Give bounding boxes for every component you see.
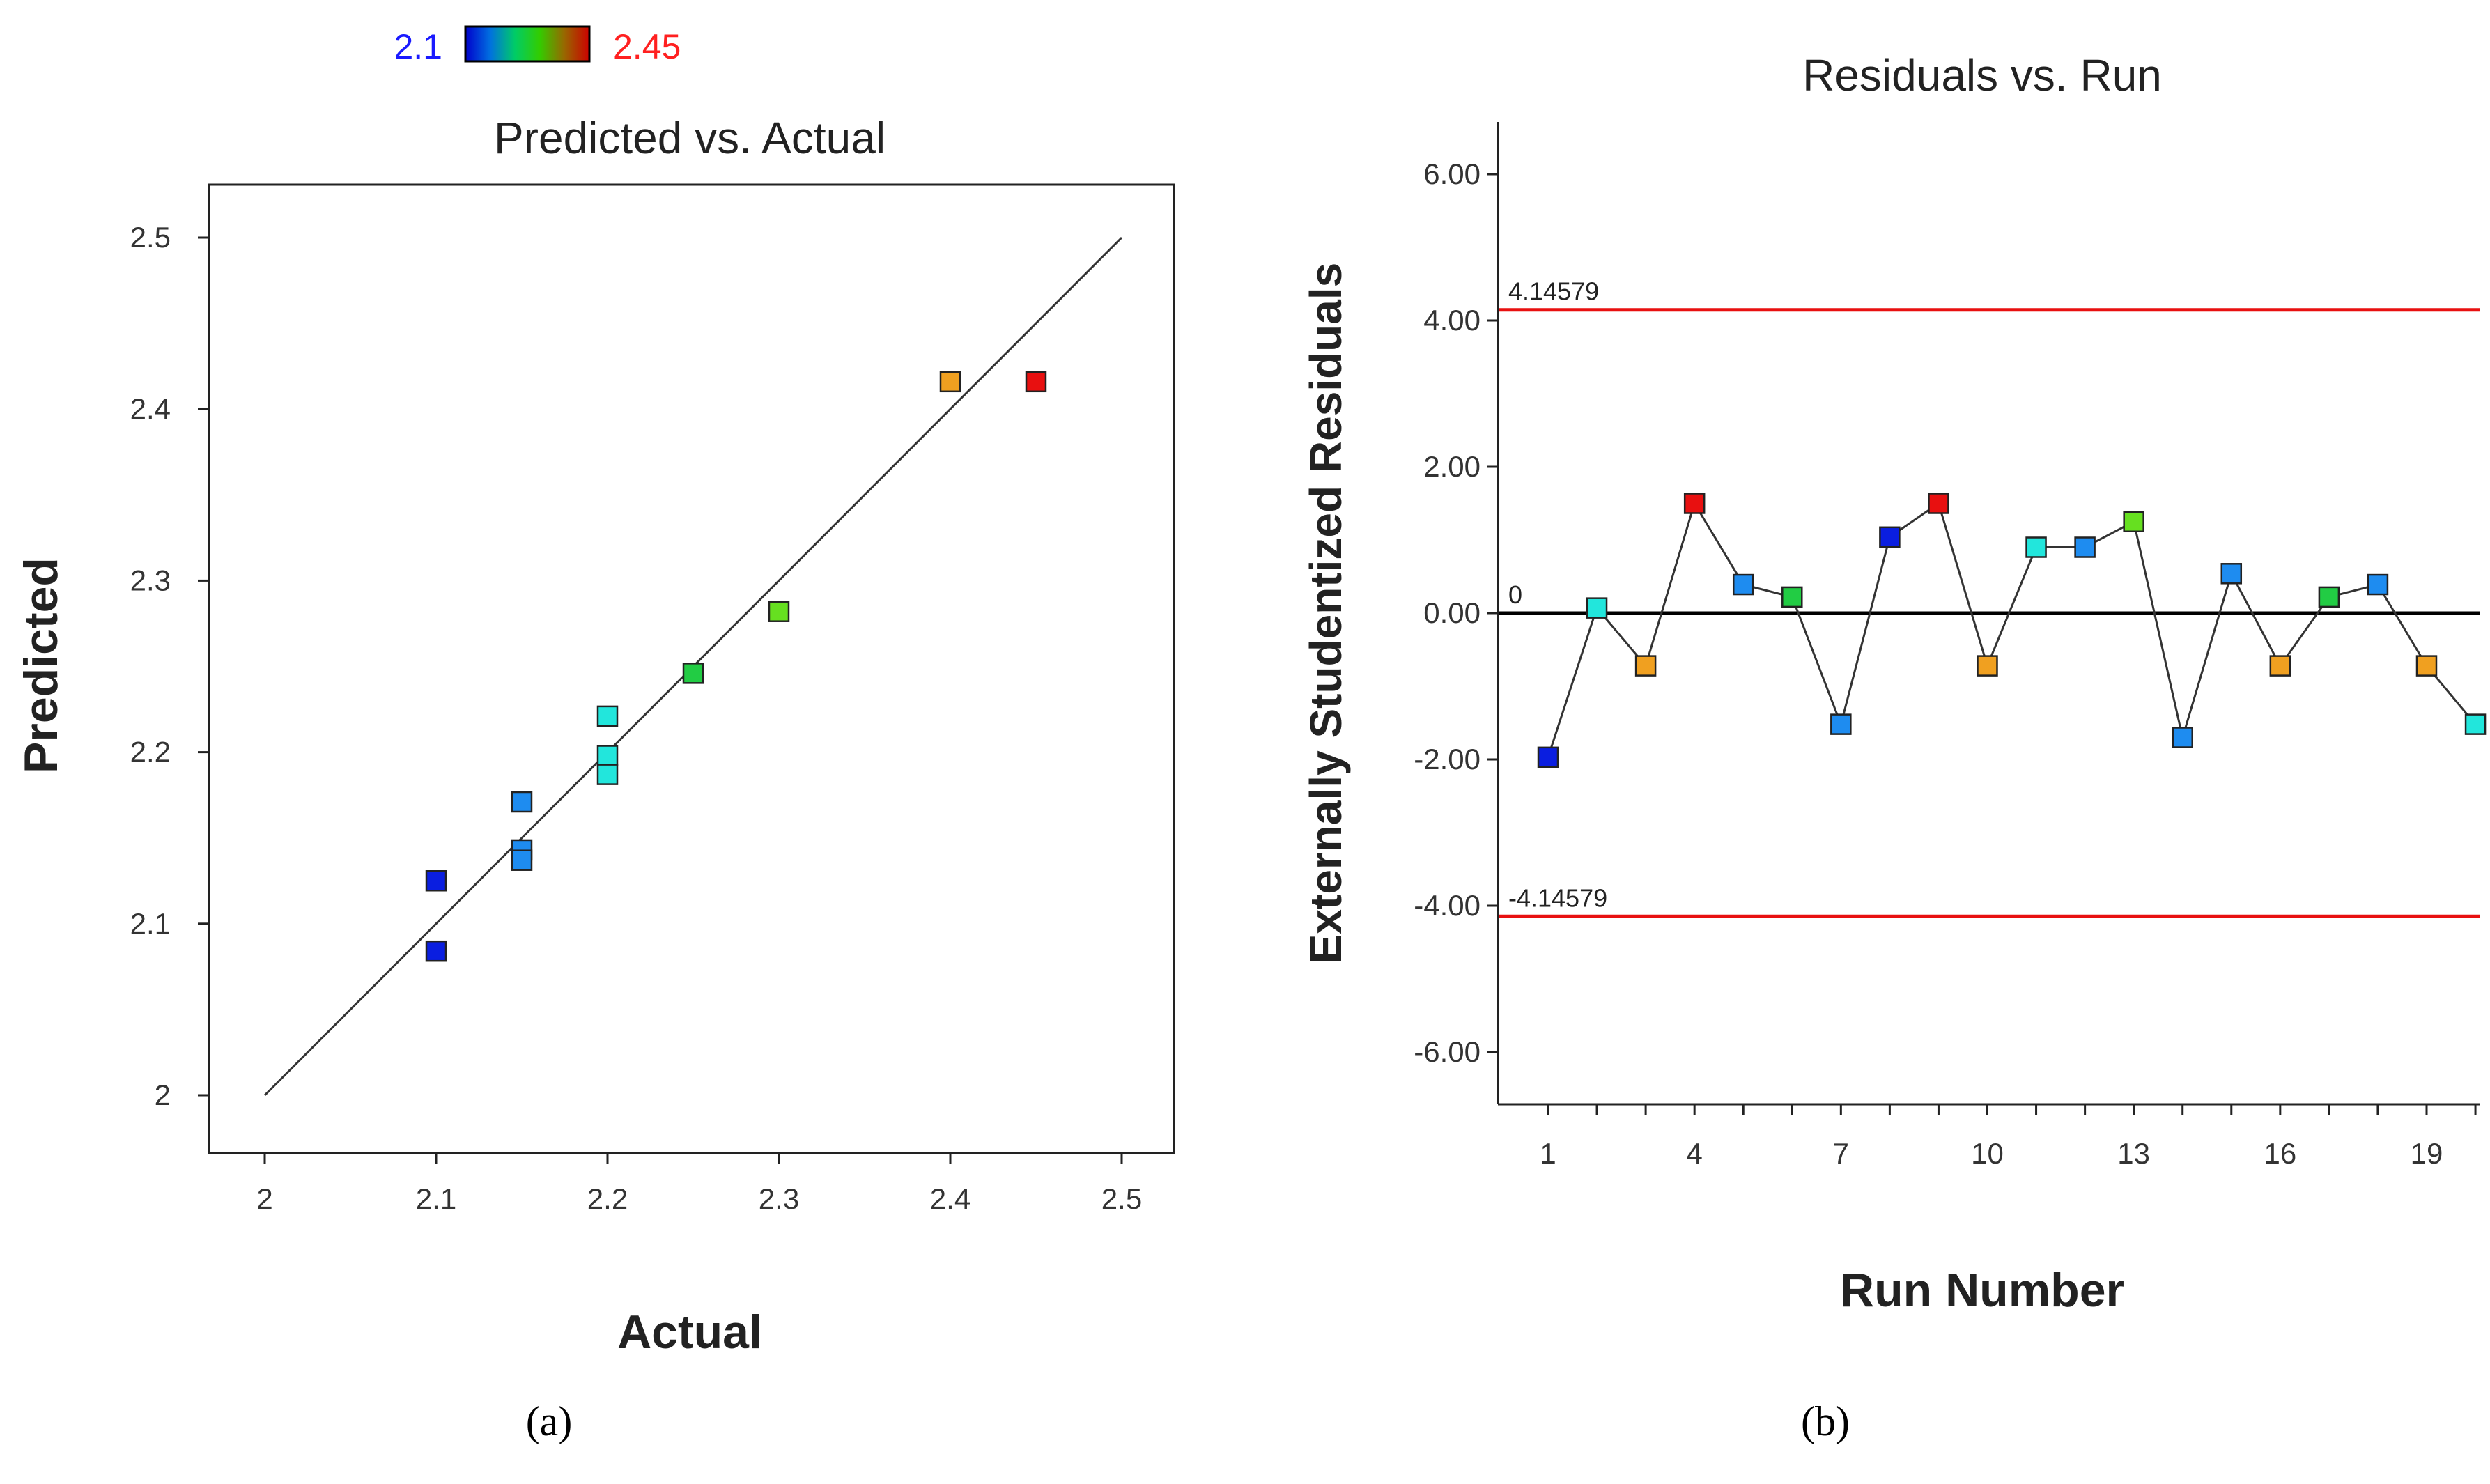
chart-b-data-point <box>1586 597 1608 619</box>
chart-a-data-point <box>682 663 704 684</box>
chart-a-xtick-label: 2.3 <box>759 1182 799 1215</box>
chart-b-data-point <box>1537 746 1559 768</box>
chart-b-data-point <box>2269 655 2291 677</box>
chart-b-data-point <box>2025 536 2047 558</box>
chart-a-data-point <box>768 601 790 622</box>
chart-a-points <box>425 371 1047 962</box>
chart-b-ylabel: Externally Studentized Residuals <box>1301 263 1351 964</box>
chart-a-xtick-label: 2.1 <box>416 1182 456 1215</box>
chart-a-data-point <box>939 371 961 393</box>
chart-b-ytick-label: 4.00 <box>1423 304 1480 337</box>
chart-b-series-line <box>1547 500 2477 758</box>
chart-b-xtick-label: 1 <box>1540 1137 1556 1170</box>
colorbar-legend: 2.1 2.45 <box>394 25 681 66</box>
chart-b-ytick-label: -6.00 <box>1414 1035 1480 1068</box>
chart-a-data-point <box>425 870 447 892</box>
chart-a-data-point <box>425 940 447 962</box>
chart-b-limit-label: 0 <box>1508 580 1522 609</box>
chart-b-points <box>1537 493 2487 768</box>
chart-a-data-point <box>596 745 619 766</box>
chart-a-plot-frame <box>208 183 1175 1154</box>
chart-b-data-point <box>2074 536 2096 558</box>
chart-b-x-axis: 1 4 7 10 13 16 19 <box>1540 1104 2477 1170</box>
chart-b-data-point <box>1634 655 1657 677</box>
chart-b-title: Residuals vs. Run <box>1802 50 2162 100</box>
chart-b-data-point <box>2415 655 2438 677</box>
chart-a-ytick-label: 2.1 <box>130 907 171 940</box>
chart-a-ytick-label: 2.4 <box>130 392 171 425</box>
chart-residuals-vs-run: Residuals vs. Run 4.14579 0 -4.14579 6.00 4… <box>1301 50 2487 1444</box>
chart-a-xtick-label: 2.4 <box>930 1182 971 1215</box>
chart-a-data-point <box>511 849 533 871</box>
chart-b-limit-label: -4.14579 <box>1508 883 1607 912</box>
colorbar-max-label: 2.45 <box>613 27 681 66</box>
chart-b-ytick-label: -4.00 <box>1414 889 1480 922</box>
chart-b-ytick-label: -2.00 <box>1414 743 1480 775</box>
chart-b-data-point <box>2123 511 2144 532</box>
chart-b-xtick-label: 19 <box>2411 1137 2443 1170</box>
chart-b-data-point <box>1830 713 1852 735</box>
chart-b-limit-label: 4.14579 <box>1508 277 1599 306</box>
chart-a-panel-label: (a) <box>526 1398 573 1444</box>
chart-b-xtick-label: 4 <box>1686 1137 1702 1170</box>
chart-a-ylabel: Predicted <box>15 557 68 773</box>
chart-b-ytick-label: 6.00 <box>1423 157 1480 190</box>
chart-a-data-point <box>596 764 619 785</box>
chart-a-xtick-label: 2.2 <box>587 1182 628 1215</box>
chart-b-xlabel: Run Number <box>1840 1264 2124 1317</box>
chart-a-data-point <box>596 705 619 727</box>
chart-b-data-point <box>2220 563 2243 585</box>
chart-b-data-point <box>1732 573 1754 596</box>
chart-a-y-axis: 2 2.1 2.2 2.3 2.4 2.5 <box>130 221 209 1111</box>
chart-a-x-axis: 2 2.1 2.2 2.3 2.4 2.5 <box>256 1153 1142 1215</box>
chart-a-xtick-label: 2.5 <box>1101 1182 1142 1215</box>
chart-a-data-point <box>511 791 533 813</box>
chart-a-data-point <box>1025 371 1047 393</box>
chart-b-data-point <box>2172 727 2193 748</box>
chart-b-xtick-label: 13 <box>2117 1137 2150 1170</box>
chart-b-ytick-label: 0.00 <box>1423 596 1480 629</box>
chart-b-data-point <box>2464 713 2487 735</box>
chart-b-data-point <box>2367 573 2389 596</box>
chart-b-panel-label: (b) <box>1801 1398 1850 1444</box>
chart-b-data-point <box>1879 526 1901 548</box>
chart-b-xtick-label: 10 <box>1971 1137 2004 1170</box>
chart-b-data-point <box>2318 586 2340 608</box>
chart-a-ytick-label: 2.3 <box>130 564 171 596</box>
chart-b-data-point <box>1781 586 1803 608</box>
colorbar-min-label: 2.1 <box>394 27 442 66</box>
chart-a-title: Predicted vs. Actual <box>494 113 886 163</box>
chart-a-xtick-label: 2 <box>256 1182 272 1215</box>
chart-b-xtick-label: 16 <box>2264 1137 2296 1170</box>
chart-b-data-point <box>1977 655 1998 677</box>
colorbar-gradient <box>464 25 591 63</box>
chart-b-ytick-label: 2.00 <box>1423 450 1480 483</box>
chart-a-ytick-label: 2.5 <box>130 221 171 254</box>
chart-b-data-point <box>1928 493 1949 514</box>
chart-b-y-axis: 6.00 4.00 2.00 0.00 -2.00 -4.00 -6.00 <box>1414 157 1498 1068</box>
chart-a-xlabel: Actual <box>617 1306 762 1359</box>
chart-b-xtick-label: 7 <box>1833 1137 1849 1170</box>
chart-a-ytick-label: 2 <box>155 1079 171 1111</box>
chart-a-ytick-label: 2.2 <box>130 736 171 768</box>
chart-b-data-point <box>1683 493 1706 514</box>
